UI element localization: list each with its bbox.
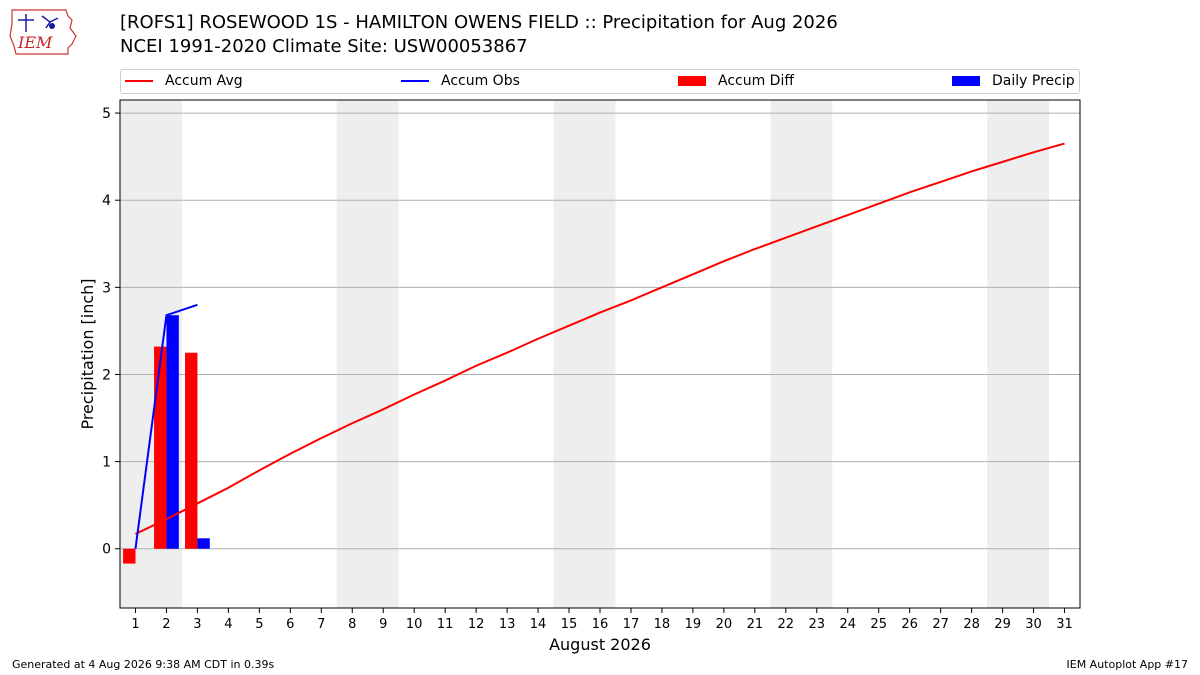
daily-precip-bar-3 xyxy=(197,538,210,549)
x-tick-label-24: 24 xyxy=(839,617,856,632)
y-tick-label-2: 2 xyxy=(102,367,111,383)
x-tick-label-22: 22 xyxy=(778,617,795,632)
x-tick-label-31: 31 xyxy=(1056,617,1073,632)
legend-label-accum-diff: Accum Diff xyxy=(718,73,795,89)
x-tick-label-1: 1 xyxy=(131,617,139,632)
legend-item-accum-diff: Accum Diff xyxy=(678,73,794,89)
x-tick-label-19: 19 xyxy=(685,617,702,632)
legend-item-daily-precip: Daily Precip xyxy=(952,73,1075,89)
legend-swatch-daily-precip xyxy=(952,76,980,86)
x-tick-label-26: 26 xyxy=(901,617,918,632)
legend-swatch-accum-diff xyxy=(678,76,706,86)
legend-label-accum-obs: Accum Obs xyxy=(441,73,520,89)
legend-item-accum-avg: Accum Avg xyxy=(125,73,243,89)
y-tick-label-5: 5 xyxy=(102,106,111,122)
x-tick-label-5: 5 xyxy=(255,617,263,632)
x-tick-label-28: 28 xyxy=(963,617,980,632)
x-tick-label-12: 12 xyxy=(468,617,485,632)
weekend-band-1 xyxy=(336,100,399,608)
x-tick-label-14: 14 xyxy=(530,617,547,632)
legend-item-accum-obs: Accum Obs xyxy=(401,73,520,89)
x-tick-label-30: 30 xyxy=(1025,617,1042,632)
logo-text: IEM xyxy=(17,33,53,52)
x-tick-label-25: 25 xyxy=(870,617,887,632)
y-tick-label-1: 1 xyxy=(102,455,111,471)
y-tick-label-4: 4 xyxy=(102,193,111,209)
weekend-band-2 xyxy=(553,100,616,608)
x-tick-label-9: 9 xyxy=(379,617,387,632)
y-tick-label-0: 0 xyxy=(102,542,111,558)
x-tick-label-27: 27 xyxy=(932,617,949,632)
legend-label-daily-precip: Daily Precip xyxy=(992,73,1075,89)
accum-diff-bar-1 xyxy=(123,548,136,564)
iem-logo: IEM xyxy=(9,9,77,55)
accum-avg-line xyxy=(135,142,1065,535)
x-tick-label-20: 20 xyxy=(716,617,733,632)
x-tick-label-2: 2 xyxy=(162,617,170,632)
x-tick-label-15: 15 xyxy=(561,617,578,632)
chart-title: [ROFS1] ROSEWOOD 1S - HAMILTON OWENS FIE… xyxy=(120,12,838,33)
legend-swatch-accum-avg xyxy=(125,80,153,82)
chart-subtitle: NCEI 1991-2020 Climate Site: USW00053867 xyxy=(120,36,528,57)
weekend-band-4 xyxy=(987,100,1050,608)
x-tick-label-10: 10 xyxy=(406,617,423,632)
accum-obs-line xyxy=(134,303,198,549)
x-tick-label-8: 8 xyxy=(348,617,356,632)
x-axis-label: August 2026 xyxy=(549,635,651,654)
x-tick-label-7: 7 xyxy=(317,617,325,632)
y-tick-label-3: 3 xyxy=(102,280,111,296)
accum-diff-bar-2 xyxy=(154,346,167,549)
x-tick-label-11: 11 xyxy=(437,617,454,632)
x-tick-label-3: 3 xyxy=(193,617,201,632)
footer-generated: Generated at 4 Aug 2026 9:38 AM CDT in 0… xyxy=(12,658,275,671)
accum-diff-bar-3 xyxy=(185,352,198,549)
x-tick-label-6: 6 xyxy=(286,617,294,632)
legend-swatch-accum-obs xyxy=(401,80,429,82)
x-tick-label-17: 17 xyxy=(623,617,640,632)
x-tick-label-4: 4 xyxy=(224,617,232,632)
weekend-band-3 xyxy=(770,100,833,608)
x-tick-label-21: 21 xyxy=(747,617,764,632)
x-tick-label-16: 16 xyxy=(592,617,609,632)
y-axis-label: Precipitation [inch] xyxy=(78,278,97,429)
x-tick-label-29: 29 xyxy=(994,617,1011,632)
legend: Accum Avg Accum Obs Accum Diff Daily Pre… xyxy=(120,69,1080,94)
footer-app: IEM Autoplot App #17 xyxy=(1066,658,1189,671)
daily-precip-bar-2 xyxy=(166,315,179,549)
x-tick-label-18: 18 xyxy=(654,617,671,632)
x-tick-label-23: 23 xyxy=(809,617,826,632)
legend-label-accum-avg: Accum Avg xyxy=(165,73,243,89)
x-tick-label-13: 13 xyxy=(499,617,516,632)
